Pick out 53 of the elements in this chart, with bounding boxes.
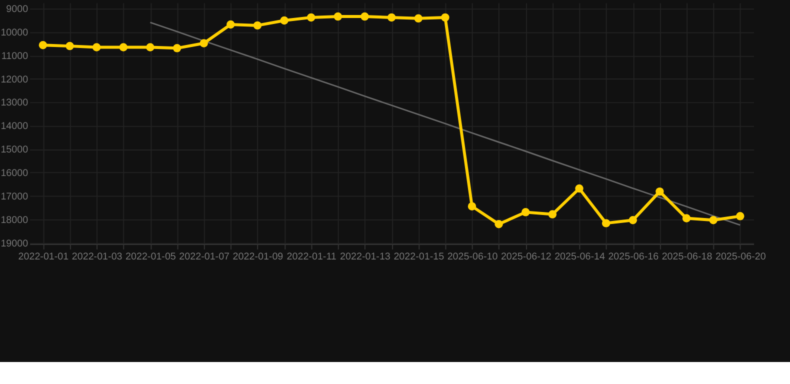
point xyxy=(602,219,610,228)
point xyxy=(92,43,101,52)
point xyxy=(656,187,664,196)
y-tick-label: 17000 xyxy=(0,191,29,202)
point xyxy=(253,21,262,30)
point xyxy=(172,44,182,52)
point xyxy=(709,216,718,224)
y-tick-label: 16000 xyxy=(0,168,29,180)
y-tick-label: 10000 xyxy=(0,27,29,38)
x-tick-label: 2025-06-18 xyxy=(662,251,713,262)
point xyxy=(628,216,638,224)
x-tick-label: 2022-01-03 xyxy=(72,251,123,262)
x-tick-label: 2022-01-11 xyxy=(286,251,336,262)
point xyxy=(334,12,342,21)
x-tick-label: 2022-01-05 xyxy=(126,251,176,262)
y-tick-label: 18000 xyxy=(0,214,29,226)
x-tick-label: 2025-06-16 xyxy=(608,251,660,262)
point xyxy=(38,41,48,50)
y-tick-label: 9000 xyxy=(6,4,29,16)
point xyxy=(468,202,476,210)
y-tick-label: 15000 xyxy=(0,144,29,156)
point xyxy=(306,13,316,22)
y-tick-label: 11000 xyxy=(1,50,29,62)
point xyxy=(387,13,396,22)
x-tick-label: 2022-01-07 xyxy=(179,251,230,262)
x-tick-label: 2025-06-10 xyxy=(447,251,498,262)
point xyxy=(414,14,422,23)
point xyxy=(548,210,557,218)
point xyxy=(441,13,450,22)
point xyxy=(119,43,128,52)
point xyxy=(575,184,584,193)
point xyxy=(360,12,369,21)
line-series xyxy=(149,22,741,226)
x-tick-label: 2025-06-12 xyxy=(500,251,552,262)
x-tick-label: 2022-01-13 xyxy=(340,251,391,262)
x-tick-label: 2025-06-20 xyxy=(715,251,766,262)
point xyxy=(494,220,503,228)
point xyxy=(66,42,74,50)
x-tick-label: 2022-01-01 xyxy=(18,251,69,262)
point xyxy=(226,20,235,29)
point xyxy=(736,212,744,220)
y-tick-label: 14000 xyxy=(0,121,29,132)
point xyxy=(522,208,530,216)
y-tick-label: 12000 xyxy=(0,74,29,86)
point xyxy=(146,43,154,52)
y-tick-label: 13000 xyxy=(0,98,29,109)
x-tick-label: 2022-01-15 xyxy=(394,251,445,262)
x-tick-label: 2022-01-09 xyxy=(232,251,284,262)
point xyxy=(200,39,208,48)
x-tick-label: 2025-06-14 xyxy=(554,251,606,262)
point xyxy=(682,214,691,222)
y-tick-label: 19000 xyxy=(0,238,29,250)
point xyxy=(280,16,288,25)
